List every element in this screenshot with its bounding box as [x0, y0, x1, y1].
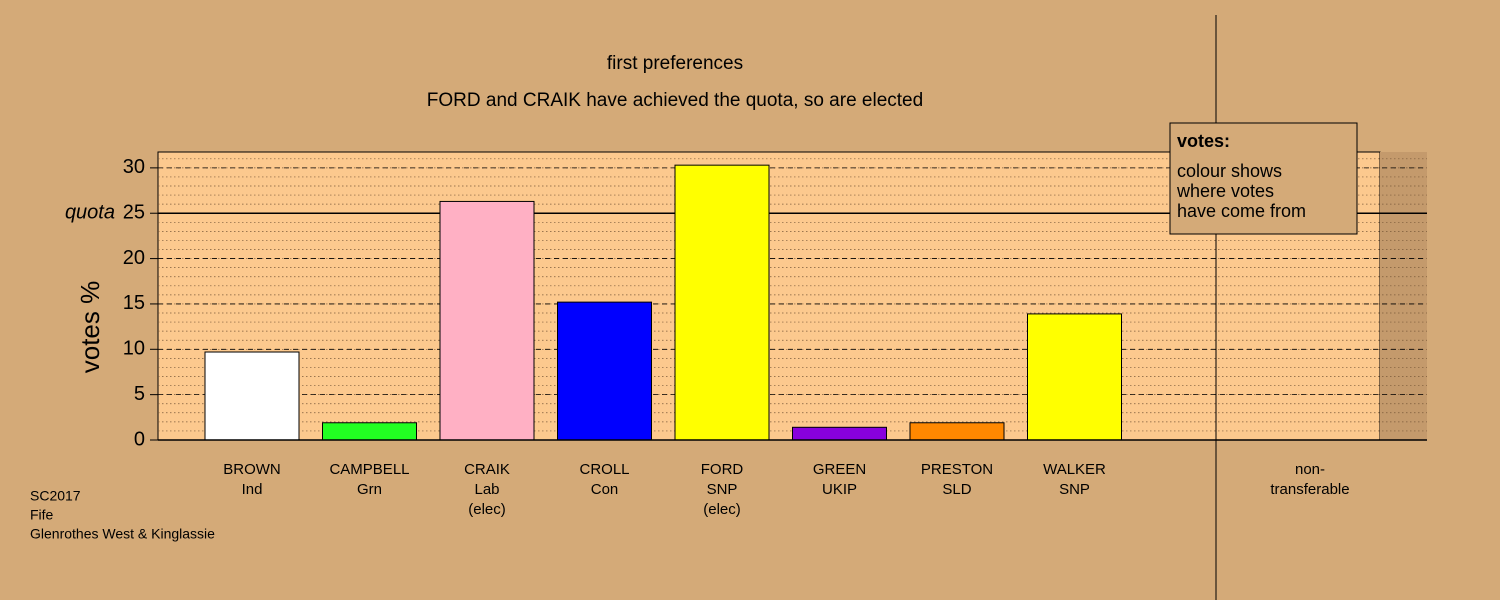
plot-margin	[1380, 152, 1427, 440]
nontransferable-label: non-	[1295, 461, 1325, 478]
status-label: (elec)	[703, 501, 741, 518]
y-axis-label: votes %	[75, 281, 105, 374]
party-label: UKIP	[822, 481, 857, 498]
x-tick-label: BROWN	[223, 461, 281, 478]
legend-box	[1169, 122, 1358, 235]
x-tick-label: CAMPBELL	[329, 461, 409, 478]
party-label: SLD	[942, 481, 971, 498]
y-tick-label: 20	[123, 247, 145, 269]
bar	[674, 164, 770, 441]
x-tick-label: WALKER	[1043, 461, 1106, 478]
nontransferable-label: transferable	[1270, 481, 1349, 498]
chart-subtitle: FORD and CRAIK have achieved the quota, …	[427, 90, 923, 111]
plot-layer: 0 5 10 15 20 25 30 BROWN Ind CAMPBELL Grn CRAIK Lab (…	[123, 156, 1427, 518]
legend-title: votes:	[1177, 131, 1230, 151]
bar	[204, 351, 300, 441]
status-label: (elec)	[468, 501, 506, 518]
party-label: SNP	[707, 481, 738, 498]
bar	[322, 422, 417, 441]
party-label: Grn	[357, 481, 382, 498]
quota-label: quota	[65, 201, 115, 223]
party-label: Ind	[242, 481, 263, 498]
bar	[557, 301, 652, 441]
x-tick-label: PRESTON	[921, 461, 993, 478]
legend-text: have come from	[1177, 201, 1306, 221]
party-label: SNP	[1059, 481, 1090, 498]
y-tick-label: 0	[134, 428, 145, 450]
party-label: Con	[591, 481, 619, 498]
bar	[792, 426, 887, 441]
x-tick-label: CRAIK	[464, 461, 510, 478]
bar	[909, 422, 1005, 441]
bar	[439, 200, 535, 441]
footer-text: Glenrothes West & Kinglassie	[30, 526, 215, 542]
bar	[1027, 313, 1122, 441]
y-tick-label: 30	[123, 156, 145, 178]
x-tick-label: FORD	[701, 461, 744, 478]
y-tick-label: 15	[123, 292, 145, 314]
x-tick-label: CROLL	[579, 461, 629, 478]
x-tick-label: GREEN	[813, 461, 866, 478]
chart-title: first preferences	[607, 53, 743, 74]
footer-text: Fife	[30, 507, 54, 523]
y-tick-label: 25	[123, 202, 145, 224]
footer-text: SC2017	[30, 488, 81, 504]
party-label: Lab	[474, 481, 499, 498]
y-tick-label: 10	[123, 338, 145, 360]
legend-text: where votes	[1176, 181, 1274, 201]
legend-text: colour shows	[1177, 161, 1282, 181]
y-tick-label: 5	[134, 383, 145, 405]
